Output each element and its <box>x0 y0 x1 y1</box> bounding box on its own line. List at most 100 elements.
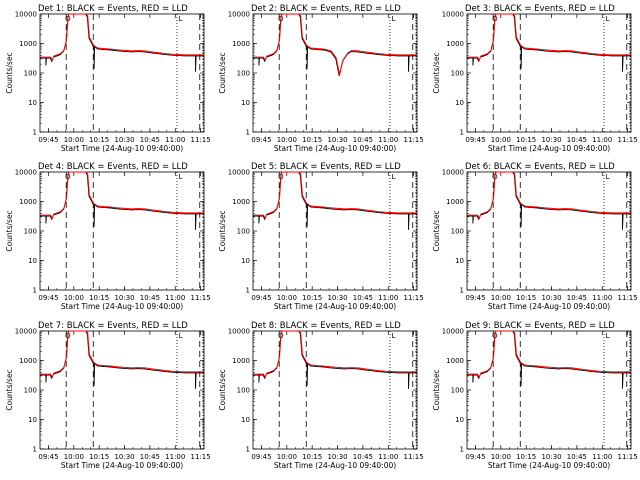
x-axis-title: Start Time (24-Aug-10 09:40:00) <box>488 461 610 470</box>
x-tick-label: 10:00 <box>491 453 511 461</box>
x-tick-label: 09:45 <box>465 294 485 302</box>
x-tick-label: 10:45 <box>140 453 160 461</box>
x-tick-label: 10:15 <box>516 136 536 144</box>
plot-frame <box>39 171 205 291</box>
y-tick-label: 1 <box>33 446 37 454</box>
panel-6: Det 6: BLACK = Events, RED = LLD 1 10 100 10… <box>432 162 638 311</box>
x-tick-label: 11:00 <box>165 453 185 461</box>
x-tick-label: 11:00 <box>378 453 398 461</box>
lld-series-line <box>467 13 632 62</box>
x-tick-label: 10:45 <box>353 136 373 144</box>
x-tick-label: 10:30 <box>541 453 561 461</box>
x-tick-label: 10:30 <box>327 136 347 144</box>
x-tick-label: 10:45 <box>567 453 587 461</box>
y-tick-label: 10000 <box>15 11 37 19</box>
corner-marker: L <box>606 15 610 23</box>
y-tick-label: 1000 <box>19 198 37 206</box>
plot-frame <box>252 13 418 133</box>
y-tick-label: 1 <box>246 287 250 295</box>
y-tick-label: 100 <box>451 228 464 236</box>
y-tick-label: 10000 <box>15 169 37 177</box>
y-tick-label: 10 <box>241 257 250 265</box>
y-tick-label: 10000 <box>228 169 250 177</box>
y-tick-label: 1000 <box>446 40 464 48</box>
lld-series-line <box>467 171 632 220</box>
plot-frame <box>252 330 418 450</box>
y-tick-label: 10 <box>241 416 250 424</box>
panel-title: Det 7: BLACK = Events, RED = LLD <box>38 321 188 331</box>
x-tick-label: 10:30 <box>114 136 134 144</box>
x-tick-label: 09:45 <box>38 294 58 302</box>
y-tick-label: 10 <box>455 416 464 424</box>
y-tick-label: 1000 <box>232 198 250 206</box>
x-tick-label: 10:15 <box>89 453 109 461</box>
x-tick-label: 10:15 <box>302 453 322 461</box>
x-tick-label: 10:45 <box>353 453 373 461</box>
y-tick-label: 100 <box>24 70 37 78</box>
corner-marker: L <box>179 15 183 23</box>
y-tick-label: 100 <box>451 387 464 395</box>
x-tick-label: 10:15 <box>302 294 322 302</box>
y-axis-title: Counts/sec <box>432 210 441 251</box>
events-series-line <box>253 330 417 389</box>
lld-series-line <box>253 13 418 76</box>
x-tick-label: 10:00 <box>491 294 511 302</box>
y-tick-label: 1000 <box>19 40 37 48</box>
events-series-line <box>467 171 631 230</box>
y-tick-label: 10000 <box>228 328 250 336</box>
y-axis-title: Counts/sec <box>432 369 441 410</box>
y-tick-label: 10000 <box>442 328 464 336</box>
y-axis-title: Counts/sec <box>5 210 14 251</box>
y-tick-label: 10000 <box>442 11 464 19</box>
x-tick-label: 11:00 <box>592 294 612 302</box>
corner-marker: L <box>392 332 396 340</box>
x-tick-label: 11:00 <box>592 453 612 461</box>
y-tick-label: 1 <box>33 287 37 295</box>
x-tick-label: 10:15 <box>89 294 109 302</box>
y-tick-label: 10 <box>28 416 37 424</box>
events-series-line <box>253 13 417 77</box>
x-tick-label: 10:45 <box>353 294 373 302</box>
panel-8: Det 8: BLACK = Events, RED = LLD 1 10 100 10… <box>218 321 424 470</box>
x-tick-label: 10:00 <box>491 136 511 144</box>
x-tick-label: 11:15 <box>191 453 211 461</box>
y-tick-label: 1000 <box>446 198 464 206</box>
y-axis-title: Counts/sec <box>218 52 227 93</box>
x-tick-label: 11:15 <box>404 136 424 144</box>
corner-marker: L <box>392 15 396 23</box>
plot-frame <box>39 13 205 133</box>
y-tick-label: 100 <box>24 228 37 236</box>
panel-title: Det 3: BLACK = Events, RED = LLD <box>465 4 615 14</box>
y-tick-label: 1 <box>246 129 250 137</box>
x-tick-label: 10:45 <box>140 136 160 144</box>
panel-1: Det 1: BLACK = Events, RED = LLD 1 10 100 10… <box>5 4 211 153</box>
lld-series-line <box>467 330 632 379</box>
x-tick-label: 10:00 <box>64 136 84 144</box>
x-tick-label: 09:45 <box>251 453 271 461</box>
x-tick-label: 09:45 <box>251 294 271 302</box>
x-tick-label: 10:45 <box>567 136 587 144</box>
x-tick-label: 11:00 <box>165 294 185 302</box>
x-tick-label: 10:45 <box>567 294 587 302</box>
x-tick-label: 10:15 <box>516 453 536 461</box>
x-tick-label: 10:30 <box>541 136 561 144</box>
panel-title: Det 6: BLACK = Events, RED = LLD <box>465 162 615 172</box>
y-tick-label: 100 <box>451 70 464 78</box>
y-tick-label: 100 <box>237 387 250 395</box>
events-series-line <box>40 13 204 72</box>
y-tick-label: 1000 <box>446 357 464 365</box>
panel-9: Det 9: BLACK = Events, RED = LLD 1 10 100 10… <box>432 321 638 470</box>
lld-series-line <box>253 330 418 379</box>
x-axis-title: Start Time (24-Aug-10 09:40:00) <box>488 302 610 311</box>
x-tick-label: 11:15 <box>404 294 424 302</box>
x-tick-label: 10:30 <box>327 294 347 302</box>
x-axis-title: Start Time (24-Aug-10 09:40:00) <box>274 302 396 311</box>
x-tick-label: 10:30 <box>114 453 134 461</box>
panel-3: Det 3: BLACK = Events, RED = LLD 1 10 100 10… <box>432 4 638 153</box>
y-axis-title: Counts/sec <box>218 210 227 251</box>
y-tick-label: 1000 <box>19 357 37 365</box>
corner-marker: L <box>606 173 610 181</box>
corner-marker: L <box>606 332 610 340</box>
panel-title: Det 4: BLACK = Events, RED = LLD <box>38 162 188 172</box>
